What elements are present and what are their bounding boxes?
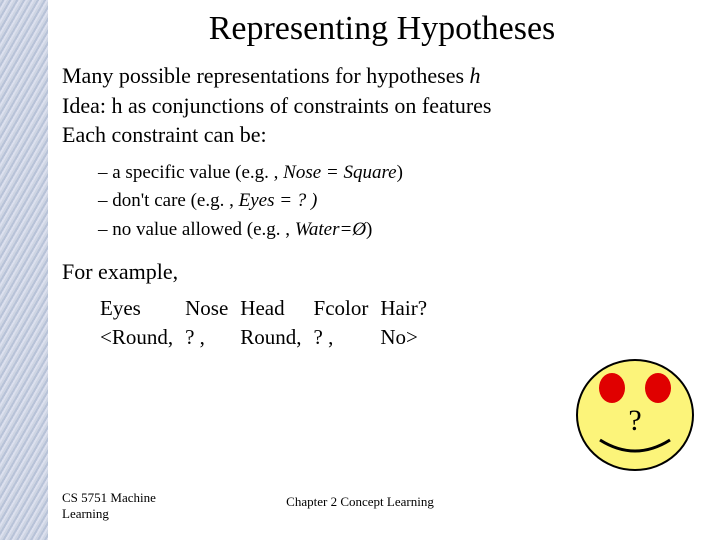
th-nose: Nose [185, 296, 238, 323]
bullet-1-b: Nose = Square [283, 162, 396, 183]
tv-eyes: <Round, [100, 325, 183, 352]
line-2: Idea: h as conjunctions of constraints o… [62, 92, 702, 120]
slide-title: Representing Hypotheses [62, 10, 702, 48]
table-header-row: Eyes Nose Head Fcolor Hair? [100, 296, 437, 323]
face-eye-right [645, 373, 671, 403]
bullet-2-a: – don't care (e.g. , [98, 190, 239, 211]
line-1-italic: h [470, 63, 481, 88]
face-svg: ? [570, 350, 700, 480]
th-hair: Hair? [380, 296, 437, 323]
th-fcolor: Fcolor [314, 296, 379, 323]
bullet-3-c: ) [366, 219, 372, 240]
bullet-2-b: Eyes = ? ) [239, 190, 318, 211]
tv-head: Round, [240, 325, 311, 352]
face-question-mark: ? [628, 404, 641, 437]
bullet-3-a: – no value allowed (e.g. , [98, 219, 295, 240]
line-1-text: Many possible representations for hypoth… [62, 63, 470, 88]
example-table: Eyes Nose Head Fcolor Hair? <Round, ? , … [98, 294, 439, 354]
face-graphic: ? [570, 350, 700, 480]
th-head: Head [240, 296, 311, 323]
bullet-2: – don't care (e.g. , Eyes = ? ) [98, 187, 702, 216]
bullet-3-b: Water=Ø [295, 219, 366, 240]
bullet-1-c: ) [397, 162, 403, 183]
for-example: For example, [62, 258, 702, 286]
line-1: Many possible representations for hypoth… [62, 62, 702, 90]
face-eye-left [599, 373, 625, 403]
th-eyes: Eyes [100, 296, 183, 323]
bullet-list: – a specific value (e.g. , Nose = Square… [98, 159, 702, 245]
bullet-3: – no value allowed (e.g. , Water=Ø) [98, 216, 702, 245]
tv-hair: No> [380, 325, 437, 352]
bullet-1-a: – a specific value (e.g. , [98, 162, 283, 183]
tv-nose: ? , [185, 325, 238, 352]
footer-mid: Chapter 2 Concept Learning [0, 494, 720, 510]
tv-fcolor: ? , [314, 325, 379, 352]
decorative-side-stripe [0, 0, 48, 540]
bullet-1: – a specific value (e.g. , Nose = Square… [98, 159, 702, 188]
table-value-row: <Round, ? , Round, ? , No> [100, 325, 437, 352]
line-3: Each constraint can be: [62, 121, 702, 149]
